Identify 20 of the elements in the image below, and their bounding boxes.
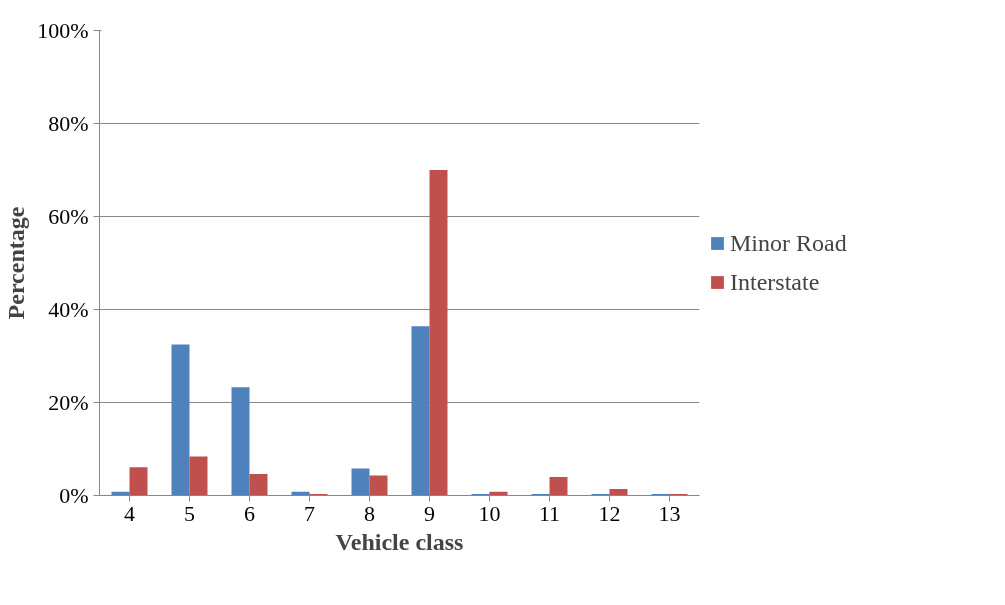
y-tick-label: 100% <box>37 18 89 43</box>
x-tick-label: 5 <box>184 500 195 526</box>
y-tick-label: 60% <box>48 204 89 229</box>
x-tick-label: 6 <box>244 500 255 526</box>
x-tick-label: 13 <box>658 500 681 526</box>
y-tick-label: 20% <box>48 390 89 415</box>
x-tick-label: 9 <box>424 500 435 526</box>
legend-label: Interstate <box>730 268 820 296</box>
legend-label: Minor Road <box>730 229 847 257</box>
x-axis-title: Vehicle class <box>335 528 464 555</box>
y-tick-label: 80% <box>48 111 89 136</box>
y-axis-title: Percentage <box>3 206 30 320</box>
x-tick-label: 7 <box>304 500 315 526</box>
x-tick-label: 4 <box>124 500 135 526</box>
y-tick-label: 40% <box>48 297 89 322</box>
x-tick-label: 12 <box>598 500 621 526</box>
x-tick-label: 11 <box>538 500 561 526</box>
x-tick-label: 8 <box>364 500 375 526</box>
x-tick-label: 10 <box>478 500 501 526</box>
y-tick-label: 0% <box>59 483 89 508</box>
